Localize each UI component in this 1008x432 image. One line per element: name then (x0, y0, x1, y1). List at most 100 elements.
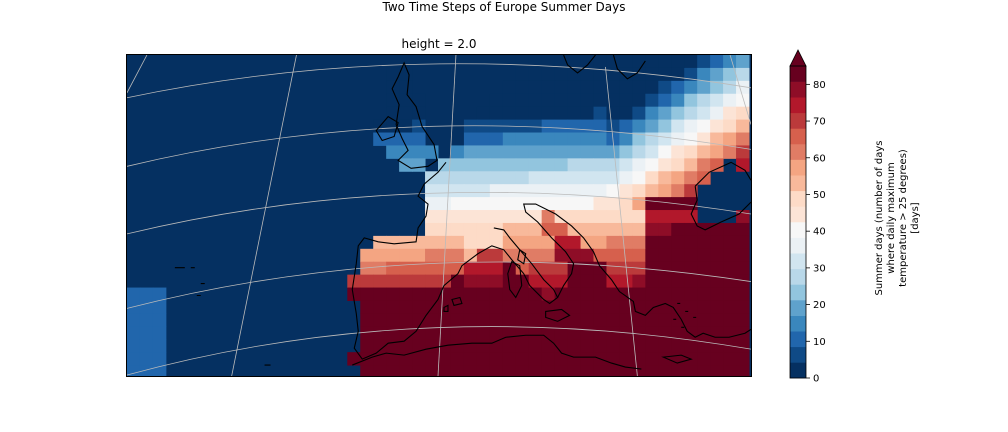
grid-cell (450, 222, 465, 237)
grid-cell (489, 184, 504, 198)
grid-cell (723, 145, 737, 159)
grid-cell (425, 352, 439, 366)
grid-cell (476, 274, 491, 289)
grid-cell (554, 326, 569, 340)
grid-cell (567, 171, 582, 185)
grid-cell (593, 287, 607, 301)
colorbar-bin (790, 206, 806, 223)
grid-cell (710, 352, 724, 366)
grid-cell (684, 365, 698, 376)
colorbar-bin (790, 144, 806, 160)
grid-cell (671, 132, 685, 146)
grid-cell (554, 261, 569, 276)
grid-cell (710, 67, 724, 82)
grid-cell (515, 222, 530, 237)
grid-cell (554, 184, 569, 198)
grid-cell (399, 119, 413, 134)
grid-cell (554, 106, 569, 121)
grid-cell (580, 93, 595, 108)
grid-cell (684, 287, 698, 301)
grid-cell (632, 365, 646, 376)
grid-cell (541, 274, 556, 289)
grid-cell (619, 313, 633, 327)
grid-cell (386, 313, 400, 327)
grid-cell (567, 222, 582, 237)
grid-cell (658, 132, 672, 146)
grid-cell (671, 80, 685, 95)
grid-cell (438, 210, 452, 224)
grid-cell (567, 55, 582, 69)
grid-cell (658, 171, 672, 185)
grid-cell (567, 300, 582, 314)
grid-cell (645, 145, 659, 159)
grid-cell (723, 274, 737, 289)
grid-cell (567, 352, 582, 366)
grid-cell (152, 339, 167, 353)
grid-cell (541, 210, 556, 224)
grid-cell (671, 171, 685, 185)
grid-cell (515, 145, 530, 159)
grid-cell (554, 235, 569, 250)
grid-cell (139, 352, 154, 366)
grid-cell (619, 365, 633, 376)
grid-cell (593, 197, 607, 211)
grid-cell (567, 365, 582, 376)
grid-cell (386, 132, 400, 146)
grid-cell (554, 210, 569, 224)
grid-cell (632, 67, 646, 82)
grid-cell (658, 184, 672, 198)
grid-cell (658, 145, 672, 159)
grid-cell (736, 339, 750, 353)
grid-cell (476, 352, 491, 366)
grid-cell (502, 158, 517, 172)
colorbar-extend-max (789, 49, 807, 67)
grid-cell (710, 287, 724, 301)
grid-cell (671, 365, 685, 376)
grid-cell (489, 313, 504, 327)
grid-cell (489, 132, 504, 146)
grid-cell (528, 67, 543, 82)
grid-cell (399, 287, 413, 301)
colorbar-bin (790, 268, 806, 285)
grid-cell (425, 365, 439, 376)
grid-cell (386, 300, 400, 314)
grid-cell (593, 222, 607, 237)
grid-cell (658, 222, 672, 237)
grid-cell (528, 171, 543, 185)
grid-cell (127, 339, 141, 353)
grid-cell (580, 274, 595, 289)
grid-cell (386, 352, 400, 366)
grid-cell (619, 274, 633, 289)
grid-cell (438, 274, 452, 289)
grid-cell (671, 222, 685, 237)
grid-cell (554, 313, 569, 327)
grid-cell (412, 132, 426, 146)
grid-cell (632, 248, 646, 263)
grid-cell (515, 300, 530, 314)
grid-cell (541, 352, 556, 366)
grid-cell (386, 365, 400, 376)
grid-cell (554, 197, 569, 211)
grid-cell (127, 326, 141, 340)
colorbar-bin (790, 81, 806, 98)
grid-cell (502, 197, 517, 211)
grid-cell (502, 300, 517, 314)
grid-cell (645, 171, 659, 185)
grid-cell (541, 158, 556, 172)
grid-cell (412, 106, 426, 121)
grid-cell (606, 235, 620, 250)
grid-cell (373, 326, 387, 340)
grid-cell (386, 248, 400, 263)
grid-cell (386, 67, 400, 82)
colorbar-bin (790, 66, 806, 82)
grid-cell (139, 339, 154, 353)
grid-cell (684, 235, 698, 250)
grid-cell (489, 287, 504, 301)
grid-cell (567, 158, 582, 172)
grid-cell (671, 248, 685, 263)
grid-cell (593, 93, 607, 108)
grid-cell (386, 235, 400, 250)
grid-cell (736, 365, 750, 376)
colorbar-label-line-2: where daily maximum (886, 162, 897, 274)
grid-cell (632, 210, 646, 224)
